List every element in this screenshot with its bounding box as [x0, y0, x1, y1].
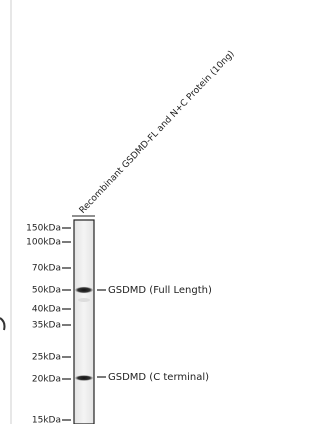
marker-label: 100kDa — [26, 238, 61, 248]
marker-label: 50kDa — [32, 286, 61, 296]
marker-label: 20kDa — [32, 375, 61, 385]
marker-label: 70kDa — [32, 264, 61, 274]
marker-label: 40kDa — [32, 305, 61, 315]
band-label: GSDMD (Full Length) — [108, 285, 212, 296]
marker-label: 35kDa — [32, 321, 61, 331]
band — [75, 375, 93, 381]
lane-label: Recombinant GSDMD-FL and N+C Protein (10… — [78, 49, 237, 216]
band — [75, 287, 93, 293]
edge-mark — [0, 318, 5, 330]
marker-label: 150kDa — [26, 224, 61, 234]
lane — [74, 220, 94, 424]
blot-figure: Recombinant GSDMD-FL and N+C Protein (10… — [0, 0, 278, 424]
marker-label: 15kDa — [32, 416, 61, 424]
marker-label: 25kDa — [32, 353, 61, 363]
faint-band — [78, 298, 90, 302]
band-label: GSDMD (C terminal) — [108, 372, 209, 383]
